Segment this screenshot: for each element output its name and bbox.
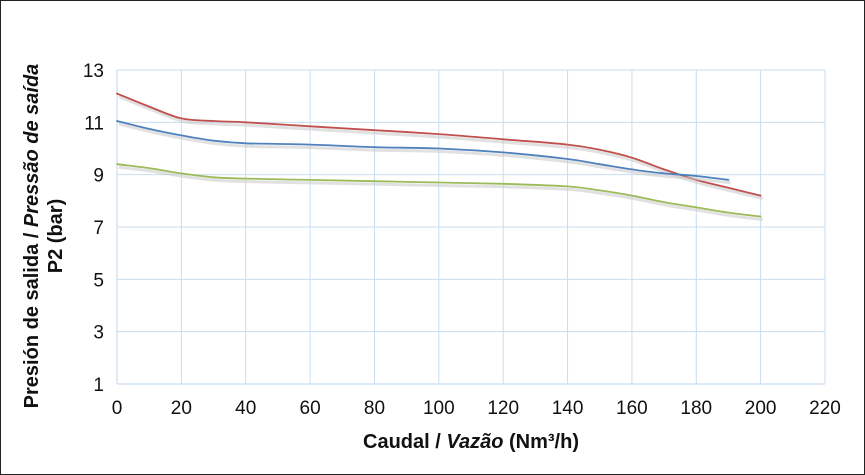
series-line-2 [116,120,730,181]
y-tick-label: 9 [93,166,104,187]
x-tick-label: 140 [552,398,584,419]
x-tick-label: 20 [171,398,192,419]
series-lines [116,92,763,221]
y-axis-label-line2: P2 (bar) [45,199,67,273]
y-tick-label: 1 [93,375,104,396]
y-tick-label: 3 [93,323,104,344]
x-tick-label: 0 [112,398,123,419]
grid [116,69,826,385]
x-tick-labels: 0 20 40 60 80 100 120 140 160 180 200 220 [112,398,841,419]
x-tick-label: 200 [745,398,777,419]
y-tick-label: 7 [93,218,104,239]
x-tick-label: 80 [364,398,385,419]
y-axis-label: Presión de salida / Pressão de saída P2 … [21,64,67,409]
x-tick-label: 120 [487,398,519,419]
x-tick-label: 60 [300,398,321,419]
x-tick-label: 40 [235,398,256,419]
x-tick-label: 100 [423,398,455,419]
series-shadow-3 [118,165,763,221]
y-tick-label: 5 [93,270,104,291]
series-shadow-2 [118,122,731,185]
x-tick-label: 220 [809,398,841,419]
y-axis-label-line1: Presión de salida / Pressão de saída [21,64,43,409]
y-tick-label: 13 [83,61,104,82]
x-tick-label: 180 [680,398,712,419]
x-axis-label: Caudal / Vazão (Nm³/h) [363,431,579,453]
series-line-3 [116,163,762,218]
y-tick-label: 11 [84,113,104,134]
x-tick-label: 160 [616,398,648,419]
